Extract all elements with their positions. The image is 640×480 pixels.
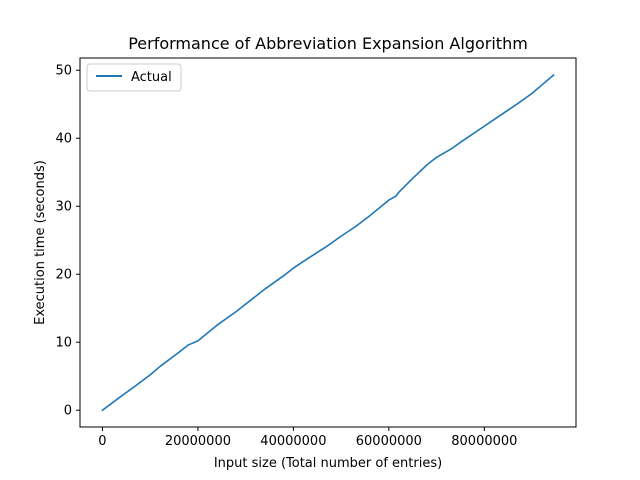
y-axis: 0 10 20 30 40 50 bbox=[55, 64, 80, 419]
x-tick-label: 60000000 bbox=[356, 434, 422, 449]
x-tick-label: 0 bbox=[98, 434, 106, 449]
legend: Actual bbox=[86, 63, 182, 92]
y-tick-label: 40 bbox=[55, 132, 72, 147]
legend-label-actual: Actual bbox=[131, 70, 172, 85]
y-tick-label: 20 bbox=[55, 268, 72, 283]
y-tick-label: 50 bbox=[55, 64, 72, 79]
legend-box bbox=[86, 63, 182, 92]
x-tick-label: 40000000 bbox=[260, 434, 326, 449]
x-axis-label: Input size (Total number of entries) bbox=[214, 456, 442, 471]
x-axis: 0 20000000 40000000 60000000 80000000 bbox=[98, 427, 517, 449]
chart-title: Performance of Abbreviation Expansion Al… bbox=[128, 34, 528, 53]
x-tick-label: 80000000 bbox=[451, 434, 517, 449]
x-tick-label: 20000000 bbox=[165, 434, 231, 449]
y-tick-label: 10 bbox=[55, 336, 72, 351]
series-layer bbox=[101, 73, 555, 412]
series-line-actual bbox=[101, 73, 555, 412]
y-tick-label: 0 bbox=[64, 404, 72, 419]
y-axis-label: Execution time (seconds) bbox=[33, 160, 48, 325]
y-tick-label: 30 bbox=[55, 200, 72, 215]
